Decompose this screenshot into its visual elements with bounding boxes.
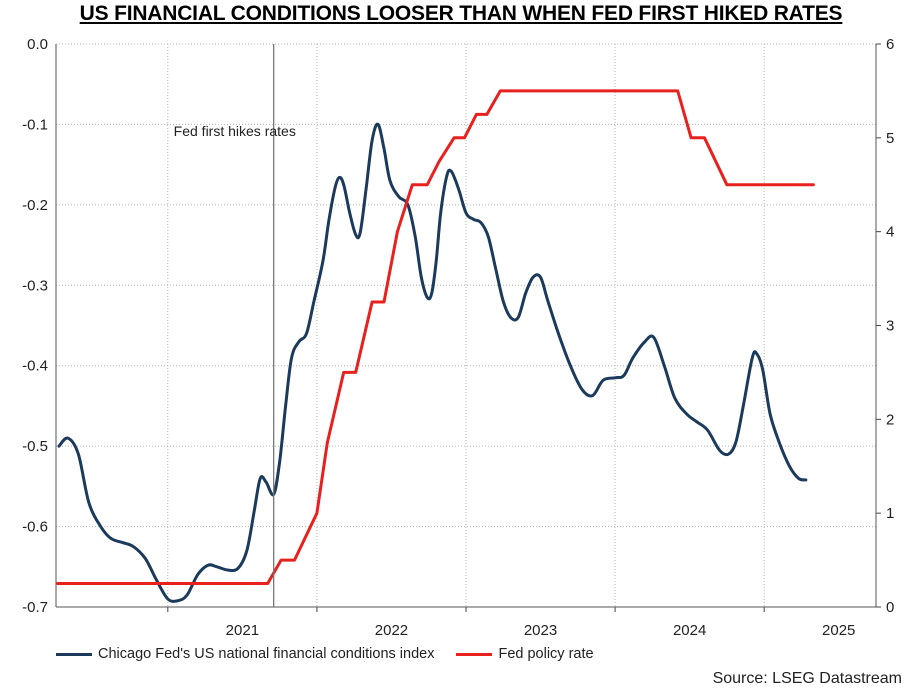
legend-swatch-nfci <box>56 652 92 656</box>
y-left-tick-label: -0.7 <box>22 599 48 616</box>
y-left-tick-label: -0.4 <box>22 358 48 375</box>
x-tick-label: 2024 <box>673 622 706 639</box>
series-line-nfci <box>57 122 808 603</box>
y-left-tick-label: -0.1 <box>22 116 48 133</box>
legend-item-nfci: Chicago Fed's US national financial cond… <box>56 646 434 662</box>
y-right-tick-label: 1 <box>886 505 894 522</box>
y-right-tick-label: 6 <box>886 36 894 53</box>
chart-title: US FINANCIAL CONDITIONS LOOSER THAN WHEN… <box>79 2 843 25</box>
x-tick-label: 2025 <box>822 622 855 639</box>
y-right-tick-label: 4 <box>886 224 894 241</box>
x-tick-label: 2022 <box>375 622 408 639</box>
x-tick-label: 2023 <box>524 622 557 639</box>
legend-item-fed-rate: Fed policy rate <box>456 646 594 662</box>
source-note: Source: LSEG Datastream <box>712 670 902 687</box>
y-left-tick-label: -0.3 <box>22 277 48 294</box>
legend-label-fed-rate: Fed policy rate <box>498 646 594 662</box>
legend: Chicago Fed's US national financial cond… <box>56 646 616 662</box>
y-right-tick-label: 0 <box>886 599 894 616</box>
y-left-tick-label: 0.0 <box>27 36 48 53</box>
x-tick-label: 2021 <box>226 622 259 639</box>
y-left-tick-label: -0.5 <box>22 438 48 455</box>
y-left-tick-label: -0.6 <box>22 519 48 536</box>
y-left-tick-label: -0.2 <box>22 197 48 214</box>
legend-label-nfci: Chicago Fed's US national financial cond… <box>98 646 435 662</box>
y-right-tick-label: 3 <box>886 318 894 335</box>
legend-swatch-fed-rate <box>456 652 493 656</box>
y-right-tick-label: 2 <box>886 411 894 428</box>
series-line-fed-rate <box>56 89 815 585</box>
annotation-fed-first-hikes: Fed first hikes rates <box>174 123 296 139</box>
y-right-tick-label: 5 <box>886 130 894 147</box>
